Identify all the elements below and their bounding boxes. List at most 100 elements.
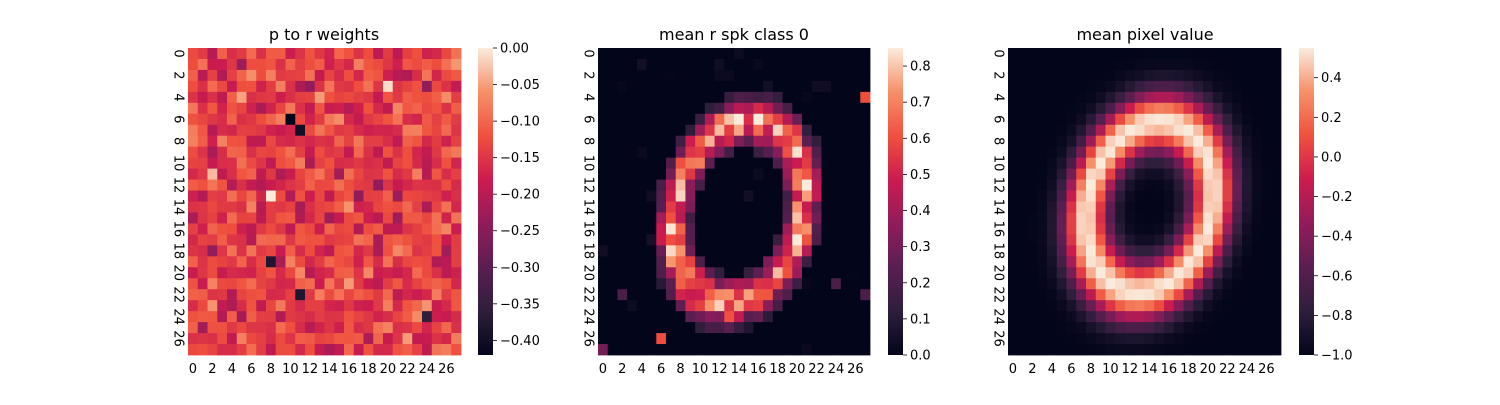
heatmap-cell (1037, 124, 1048, 137)
heatmap-cell (1173, 223, 1184, 235)
heatmap-cell (598, 311, 609, 323)
heatmap-cells (188, 48, 462, 356)
heatmap-cell (285, 212, 296, 224)
heatmap-cell (1047, 278, 1058, 290)
heatmap-cell (1144, 102, 1155, 115)
heatmap-cell (704, 124, 715, 137)
heatmap-cell (821, 234, 832, 246)
heatmap-cell (1222, 168, 1233, 180)
heatmap-cell (840, 48, 851, 60)
y-tick-label: 10 (171, 155, 186, 172)
heatmap-cell (1134, 135, 1145, 148)
heatmap-cell (811, 135, 822, 148)
heatmap-cell (763, 300, 774, 312)
heatmap-cell (227, 102, 238, 115)
heatmap-cell (656, 58, 667, 71)
heatmap-cell (451, 212, 462, 224)
heatmap-cell (412, 168, 423, 180)
heatmap-cell (1222, 278, 1233, 290)
heatmap-cell (1261, 168, 1272, 180)
heatmap-cell (1222, 300, 1233, 312)
heatmap-cell (227, 48, 238, 60)
heatmap-cell (598, 267, 609, 279)
heatmap-cell (1183, 113, 1194, 126)
heatmap-cell (451, 201, 462, 213)
heatmap-cell (753, 234, 764, 246)
heatmap-cell (1008, 234, 1019, 246)
heatmap-cell (831, 344, 842, 356)
heatmap-cell (1154, 300, 1165, 312)
heatmap-cell (607, 201, 618, 213)
heatmap-cell (685, 333, 696, 345)
heatmap-cell (227, 322, 238, 334)
heatmap-cell (197, 146, 208, 159)
heatmap-cell (685, 223, 696, 235)
heatmap-cell (441, 223, 452, 235)
heatmap-cell (607, 267, 618, 279)
heatmap-cell (392, 245, 403, 257)
heatmap-cell (802, 146, 813, 159)
y-tick-label: 24 (991, 308, 1006, 325)
heatmap-cell (763, 146, 774, 159)
heatmap-cell (197, 80, 208, 93)
heatmap-cell (431, 58, 442, 71)
heatmap-cell (1027, 48, 1038, 60)
heatmap-cell (334, 234, 345, 246)
heatmap-cell (1164, 190, 1175, 202)
y-tick-label: 0 (581, 49, 596, 57)
heatmap-cell (617, 256, 628, 268)
heatmap-cell (285, 113, 296, 126)
heatmap-cell (685, 157, 696, 169)
heatmap-cell (704, 80, 715, 93)
heatmap-cell (1164, 201, 1175, 213)
heatmap-cell (207, 69, 218, 82)
heatmap-cell (792, 135, 803, 148)
heatmap-cell (646, 322, 657, 334)
heatmap-cell (1164, 124, 1175, 137)
heatmap-cell (860, 267, 871, 279)
heatmap-cell (607, 157, 618, 169)
y-tick-label: 26 (581, 330, 596, 347)
heatmap-cell (1173, 179, 1184, 191)
heatmap-cell (704, 278, 715, 290)
heatmap-cell (1115, 113, 1126, 126)
heatmap-cell (617, 245, 628, 257)
heatmap-cell (246, 234, 257, 246)
heatmap-cell (334, 311, 345, 323)
heatmap-cell (1017, 80, 1028, 93)
heatmap-cell (617, 168, 628, 180)
heatmap-cell (1095, 344, 1106, 356)
heatmap-cell (1115, 311, 1126, 323)
heatmap-cell (743, 278, 754, 290)
heatmap-cell (782, 146, 793, 159)
heatmap-cell (860, 179, 871, 191)
heatmap-cell (1066, 234, 1077, 246)
heatmap-cell (811, 344, 822, 356)
heatmap-cell (412, 311, 423, 323)
heatmap-cell (598, 245, 609, 257)
heatmap-cell (821, 289, 832, 301)
heatmap-cell (314, 168, 325, 180)
heatmap-cell (1164, 333, 1175, 345)
heatmap-cell (1027, 201, 1038, 213)
heatmap-cell (850, 344, 861, 356)
heatmap-cell (802, 212, 813, 224)
heatmap-cell (227, 256, 238, 268)
heatmap-cell (1066, 124, 1077, 137)
heatmap-cell (1037, 300, 1048, 312)
heatmap-cell (197, 333, 208, 345)
heatmap-cell (802, 278, 813, 290)
heatmap-cell (821, 267, 832, 279)
heatmap-cell (802, 234, 813, 246)
heatmap-cell (344, 344, 355, 356)
panel-p-to-r-weights: p to r weights 0 2 4 6 8 10 12 14 16 18 20 22 24 26 0… (171, 25, 540, 377)
heatmap-cell (1144, 124, 1155, 137)
heatmap-cell (1017, 256, 1028, 268)
heatmap-cell (1242, 69, 1253, 82)
heatmap-cell (772, 69, 783, 82)
heatmap-cell (724, 157, 735, 169)
heatmap-cell (695, 201, 706, 213)
heatmap-cell (412, 212, 423, 224)
heatmap-cell (675, 58, 686, 71)
heatmap-cell (1027, 344, 1038, 356)
